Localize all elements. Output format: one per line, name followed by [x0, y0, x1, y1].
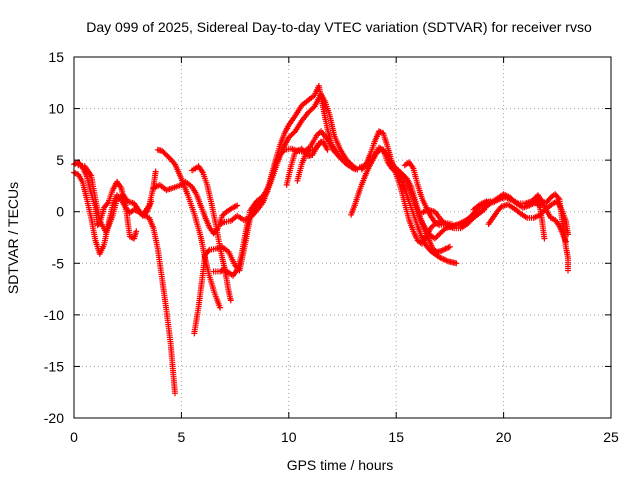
y-tick-label: 5	[56, 152, 64, 168]
series-markers	[530, 192, 569, 245]
series-arc-14	[294, 138, 324, 184]
series-arc-22	[470, 194, 548, 242]
chart-title: Day 099 of 2025, Sidereal Day-to-day VTE…	[86, 19, 592, 35]
series-markers	[470, 194, 548, 242]
x-tick-label: 5	[178, 429, 186, 445]
x-tick-label: 15	[388, 429, 404, 445]
plot-frame	[73, 56, 612, 419]
series-markers	[154, 146, 224, 311]
series-arc-17	[356, 144, 460, 267]
series-arc-4	[139, 211, 178, 397]
y-tick-label: -10	[44, 307, 64, 323]
y-tick-label: 10	[48, 101, 64, 117]
axis-ticks: 0 5 10 15 20 25 -20 -15 -10 -5 0 5 10 15	[44, 49, 619, 445]
x-tick-label: 20	[496, 429, 512, 445]
y-axis-title: SDTVAR / TECUs	[5, 182, 21, 294]
y-tick-label: -15	[44, 358, 64, 374]
data-series	[71, 82, 571, 397]
x-tick-label: 0	[70, 429, 78, 445]
y-tick-label: -5	[52, 255, 65, 271]
y-tick-label: 15	[48, 49, 64, 65]
x-axis-title: GPS time / hours	[287, 457, 394, 473]
x-tick-label: 25	[603, 429, 619, 445]
series-markers	[139, 211, 178, 397]
y-tick-label: -20	[44, 410, 64, 426]
series-markers	[356, 144, 460, 267]
y-tick-label: 0	[56, 204, 64, 220]
series-markers	[294, 138, 324, 184]
series-arc-6	[154, 146, 224, 311]
x-tick-label: 10	[281, 429, 297, 445]
series-arc-24	[530, 192, 569, 245]
